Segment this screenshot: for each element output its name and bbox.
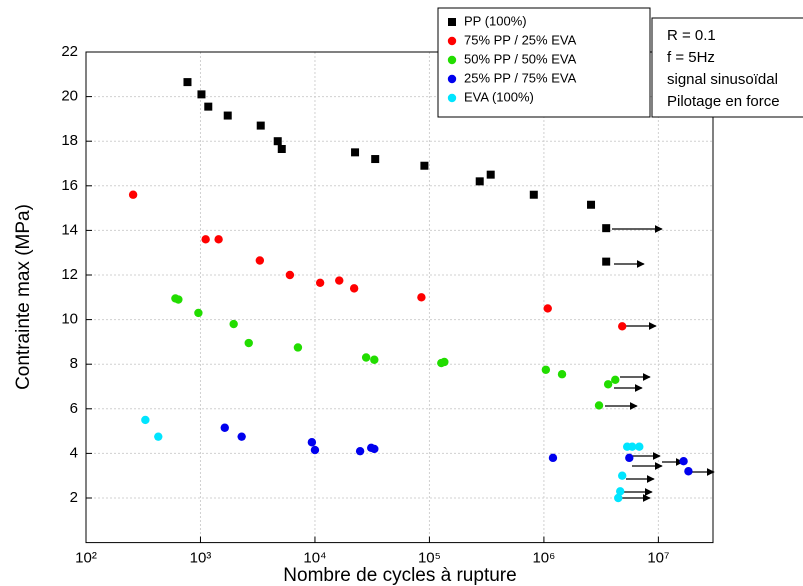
- data-point: [128, 190, 138, 199]
- data-point: [361, 353, 371, 362]
- legend-label: 75% PP / 25% EVA: [464, 32, 577, 47]
- legend-label: PP (100%): [464, 13, 527, 28]
- y-tick-label: 20: [61, 88, 78, 105]
- data-point: [154, 432, 163, 441]
- data-point: [475, 177, 484, 186]
- x-axis-label: Nombre de cycles à rupture: [283, 565, 516, 586]
- data-point: [277, 145, 286, 154]
- data-point: [541, 365, 551, 374]
- x-tick-label: 10²: [75, 550, 97, 567]
- data-point: [602, 224, 611, 233]
- data-point: [307, 438, 317, 447]
- legend-marker: [447, 93, 457, 103]
- data-point: [529, 190, 538, 199]
- data-point: [201, 235, 210, 244]
- data-point: [614, 493, 623, 503]
- legend-marker: [447, 36, 457, 46]
- data-point: [256, 121, 265, 130]
- legend-marker: [448, 18, 456, 26]
- y-tick-label: 2: [70, 489, 78, 506]
- y-tick-label: 18: [61, 132, 78, 149]
- data-point: [220, 423, 229, 432]
- data-point: [557, 370, 567, 379]
- data-point: [229, 319, 238, 329]
- data-point: [293, 343, 303, 352]
- data-point: [543, 304, 552, 313]
- data-point: [174, 295, 183, 304]
- data-point: [486, 170, 495, 179]
- data-point: [684, 467, 693, 476]
- runout-arrows: [605, 225, 715, 502]
- data-point: [616, 487, 625, 496]
- y-tick-label: 6: [70, 400, 78, 417]
- data-point: [351, 148, 360, 157]
- x-tick-label: 10⁶: [532, 550, 555, 567]
- annotation: Pilotage en force: [667, 93, 780, 110]
- data-point: [335, 276, 344, 285]
- data-point: [204, 102, 213, 111]
- annotation-box: [651, 17, 803, 118]
- data-point: [197, 90, 206, 99]
- y-tick-label: 16: [61, 177, 78, 194]
- data-point: [214, 235, 223, 244]
- data-point: [370, 444, 379, 454]
- y-tick-label: 8: [70, 355, 78, 372]
- data-point: [355, 446, 365, 456]
- x-tick-label: 10⁷: [647, 550, 669, 567]
- data-point: [440, 357, 449, 367]
- legend-marker: [447, 55, 457, 65]
- y-tick-label: 10: [61, 311, 78, 328]
- data-point: [628, 442, 637, 451]
- data-point: [370, 355, 379, 364]
- data-point: [315, 278, 325, 288]
- data-point: [194, 308, 203, 318]
- x-tick-label: 10⁴: [303, 550, 326, 567]
- data-point: [679, 457, 688, 466]
- y-tick-label: 22: [61, 43, 78, 60]
- data-point: [635, 442, 644, 451]
- data-point: [603, 380, 613, 389]
- data-point: [611, 375, 620, 385]
- data-point: [602, 257, 611, 266]
- data-point: [625, 453, 634, 463]
- legend-label: EVA (100%): [464, 89, 534, 104]
- annotation: R = 0.1: [667, 27, 716, 44]
- data-point: [594, 401, 604, 410]
- data-point: [618, 471, 627, 480]
- data-point: [417, 293, 426, 302]
- y-tick-label: 14: [61, 221, 78, 238]
- data-point: [618, 322, 627, 331]
- y-tick-label: 4: [70, 444, 78, 461]
- data-point: [141, 415, 150, 425]
- plot-frame: [85, 51, 714, 544]
- legend-box: [437, 7, 651, 118]
- legend-label: 50% PP / 50% EVA: [464, 51, 577, 66]
- data-point: [310, 445, 320, 455]
- data-point: [285, 270, 295, 280]
- x-tick-label: 10⁵: [418, 550, 441, 567]
- data-point: [587, 200, 596, 209]
- data-point: [237, 432, 246, 441]
- data-point: [223, 111, 232, 120]
- data-point: [255, 256, 265, 265]
- data-point: [183, 78, 192, 87]
- data-point: [420, 161, 429, 170]
- data-point: [244, 338, 253, 348]
- data-point: [349, 284, 359, 293]
- legend-label: 25% PP / 75% EVA: [464, 70, 577, 85]
- data-point: [273, 137, 282, 146]
- x-tick-label: 10³: [190, 550, 212, 567]
- y-axis-label: Contrainte max (MPa): [13, 204, 34, 390]
- y-tick-label: 12: [61, 266, 78, 283]
- data-point: [371, 155, 380, 164]
- annotation: signal sinusoïdal: [667, 71, 778, 88]
- legend-marker: [447, 74, 457, 84]
- grid: [85, 51, 713, 543]
- data-point: [548, 453, 558, 463]
- annotation: f = 5Hz: [667, 49, 715, 66]
